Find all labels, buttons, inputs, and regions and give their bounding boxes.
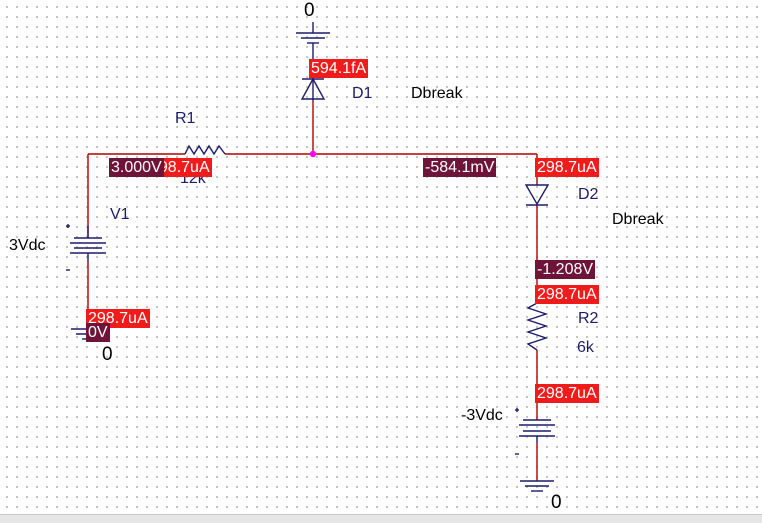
r2-name-label: R2 (578, 310, 599, 327)
voltage-marker-left-ground[interactable]: 0V (86, 323, 110, 342)
r1-name-label: R1 (175, 110, 196, 127)
diode-d1-symbol[interactable] (300, 77, 326, 101)
current-marker-r2[interactable]: 298.7uA (535, 285, 599, 304)
voltage-marker-v1-node[interactable]: 3.000V (109, 158, 164, 177)
battery-v1-symbol[interactable] (66, 224, 106, 271)
d1-model-label: Dbreak (411, 85, 463, 102)
resistor-r1-symbol[interactable] (184, 144, 226, 156)
current-marker-r1[interactable]: 298.7uA (148, 158, 212, 177)
ground-label-bottom: 0 (551, 492, 562, 513)
ground-symbol-bottom[interactable] (520, 480, 554, 492)
ground-label-top: 0 (304, 0, 315, 21)
voltage-marker-junction[interactable]: -584.1mV (423, 158, 497, 177)
voltage-marker-d2-r2-node[interactable]: -1.208V (535, 260, 596, 279)
horizontal-scrollbar[interactable] (0, 514, 762, 523)
current-marker-v2[interactable]: 298.7uA (535, 384, 599, 403)
d1-name-label: D1 (352, 85, 373, 102)
battery-v2-symbol[interactable] (515, 408, 555, 455)
ground-label-left: 0 (102, 344, 113, 365)
resistor-r2-symbol[interactable] (525, 302, 549, 351)
current-marker-d2[interactable]: 298.7uA (535, 158, 599, 177)
v2-value-label: -3Vdc (461, 407, 503, 424)
diode-d2-symbol[interactable] (524, 184, 550, 206)
v1-value-label: 3Vdc (9, 237, 46, 254)
v1-name-label: V1 (110, 206, 130, 223)
r2-value-label: 6k (577, 339, 594, 356)
current-marker-d1[interactable]: 594.1fA (309, 59, 369, 78)
d2-name-label: D2 (578, 186, 599, 203)
d2-model-label: Dbreak (612, 211, 664, 228)
junction-dot[interactable] (309, 150, 317, 158)
